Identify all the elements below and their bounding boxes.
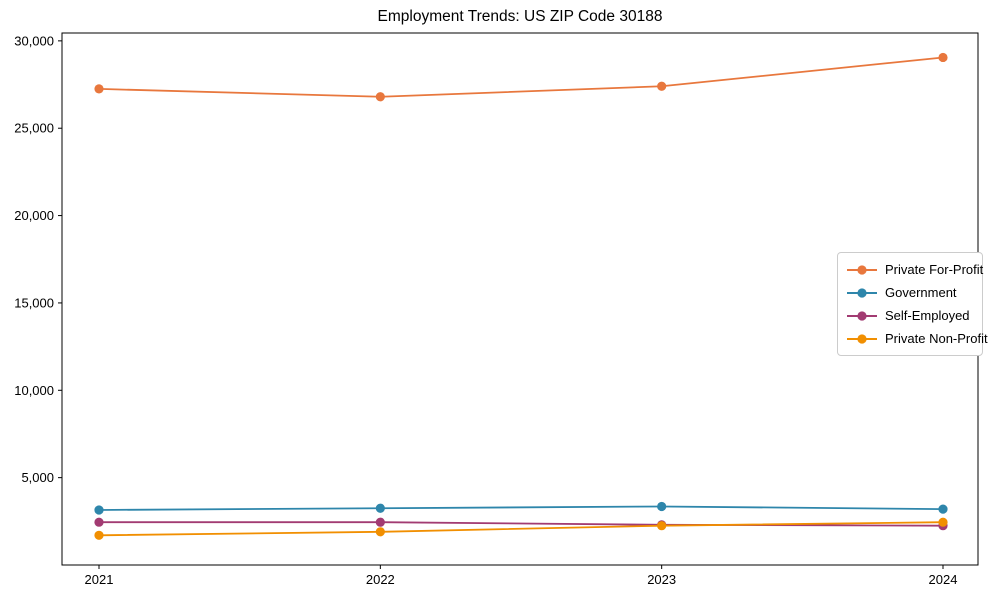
- legend-item: Private Non-Profit: [846, 327, 988, 350]
- series-point-private-for-profit: [657, 81, 667, 91]
- series-point-private-non-profit: [375, 527, 385, 537]
- legend-line-marker-icon: [847, 264, 877, 275]
- legend-line-marker-icon: [847, 287, 877, 298]
- legend-label: Private Non-Profit: [885, 331, 988, 346]
- series-point-private-for-profit: [94, 84, 104, 94]
- y-tick-label: 30,000: [14, 33, 54, 48]
- series-point-government: [938, 504, 948, 514]
- series-line-private-non-profit: [98, 521, 944, 537]
- series-point-private-non-profit: [938, 517, 948, 527]
- y-tick-label: 20,000: [14, 208, 54, 223]
- series-line-private-for-profit: [98, 56, 944, 98]
- series-point-private-for-profit: [375, 92, 385, 102]
- series-line-self-employed: [99, 521, 944, 527]
- series-point-private-non-profit: [94, 530, 104, 540]
- legend: Private For-Profit Government Self-Employe…: [837, 252, 988, 356]
- y-tick-label: 25,000: [14, 121, 54, 136]
- legend-label: Self-Employed: [885, 308, 970, 323]
- series-point-private-non-profit: [657, 521, 667, 531]
- legend-label: Government: [885, 285, 957, 300]
- series-point-private-for-profit: [938, 52, 948, 63]
- series-point-government: [657, 501, 667, 512]
- y-tick-label: 5,000: [21, 470, 54, 485]
- legend-item: Government: [846, 281, 974, 304]
- legend-line-marker-icon: [847, 310, 877, 321]
- x-tick-label: 2023: [647, 572, 676, 587]
- legend-label: Private For-Profit: [885, 262, 984, 277]
- series-point-government: [94, 505, 104, 515]
- x-tick-label: 2021: [85, 572, 114, 587]
- y-tick-label: 10,000: [14, 383, 54, 398]
- x-tick-label: 2024: [929, 572, 958, 587]
- series-point-government: [375, 503, 385, 513]
- series-point-self-employed: [94, 517, 104, 527]
- legend-item: Private For-Profit: [846, 258, 983, 281]
- legend-item: Self-Employed: [846, 304, 974, 327]
- y-tick-label: 15,000: [14, 295, 54, 310]
- legend-line-marker-icon: [847, 333, 877, 344]
- x-tick-label: 2022: [366, 572, 395, 587]
- chart-title: Employment Trends: US ZIP Code 30188: [377, 8, 663, 25]
- series-point-self-employed: [375, 517, 385, 527]
- series-line-government: [98, 505, 944, 511]
